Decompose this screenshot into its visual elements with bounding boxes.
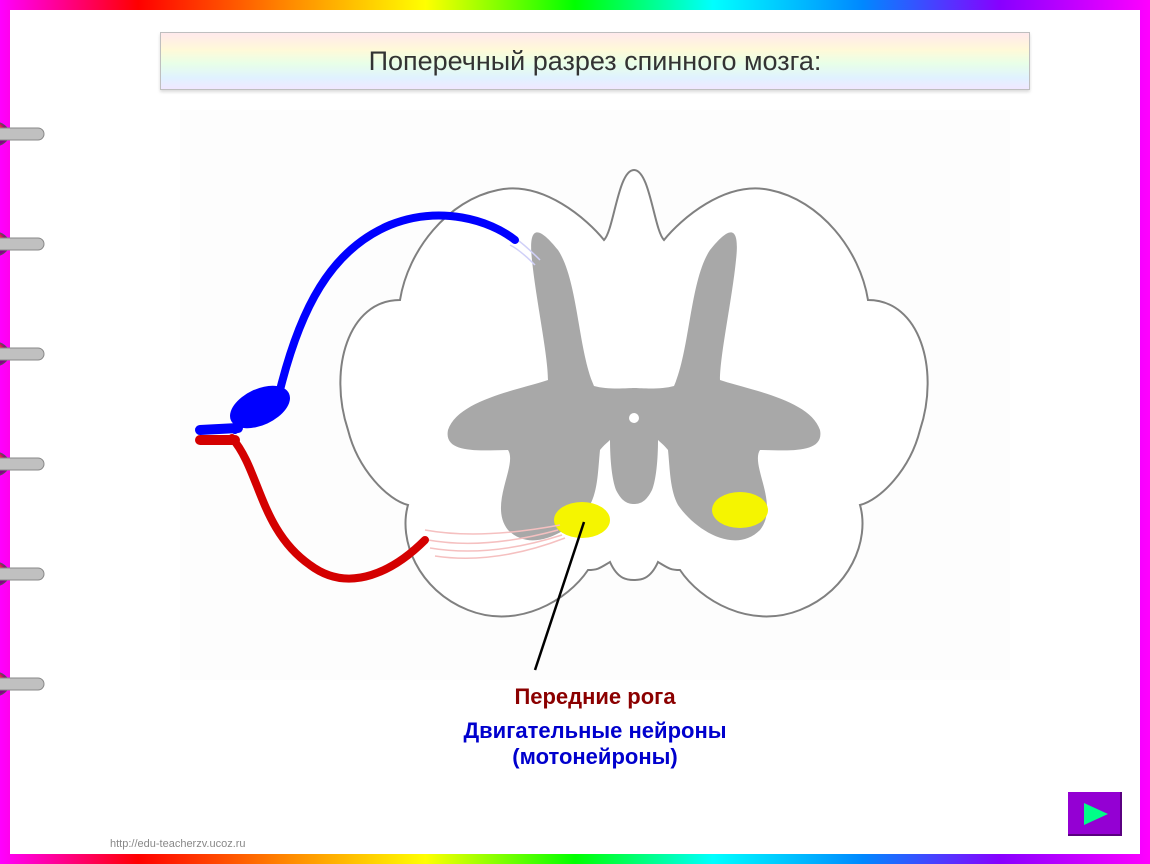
- central-canal: [629, 413, 639, 423]
- label-motor-neurons: Двигательные нейроны (мотонейроны): [180, 718, 1010, 771]
- binder-ring: [0, 340, 46, 368]
- binder-ring: [0, 230, 46, 258]
- spinal-cord-diagram: [180, 110, 1010, 680]
- slide-title: Поперечный разрез спинного мозга:: [369, 46, 822, 77]
- binder-ring: [0, 560, 46, 588]
- binder-ring: [0, 120, 46, 148]
- next-slide-button[interactable]: [1068, 792, 1122, 836]
- label-anterior-horns: Передние рога: [180, 684, 1010, 710]
- play-icon: [1080, 801, 1110, 827]
- mixed-nerve-blue: [200, 428, 238, 430]
- binder-ring: [0, 450, 46, 478]
- diagram-labels: Передние рога Двигательные нейроны (мото…: [180, 660, 1010, 771]
- binder-ring: [0, 670, 46, 698]
- motor-nucleus-right: [712, 492, 768, 528]
- motor-nucleus-left: [554, 502, 610, 538]
- slide-title-bar: Поперечный разрез спинного мозга:: [160, 32, 1030, 90]
- footer-url: http://edu-teacherzv.ucoz.ru: [110, 838, 246, 850]
